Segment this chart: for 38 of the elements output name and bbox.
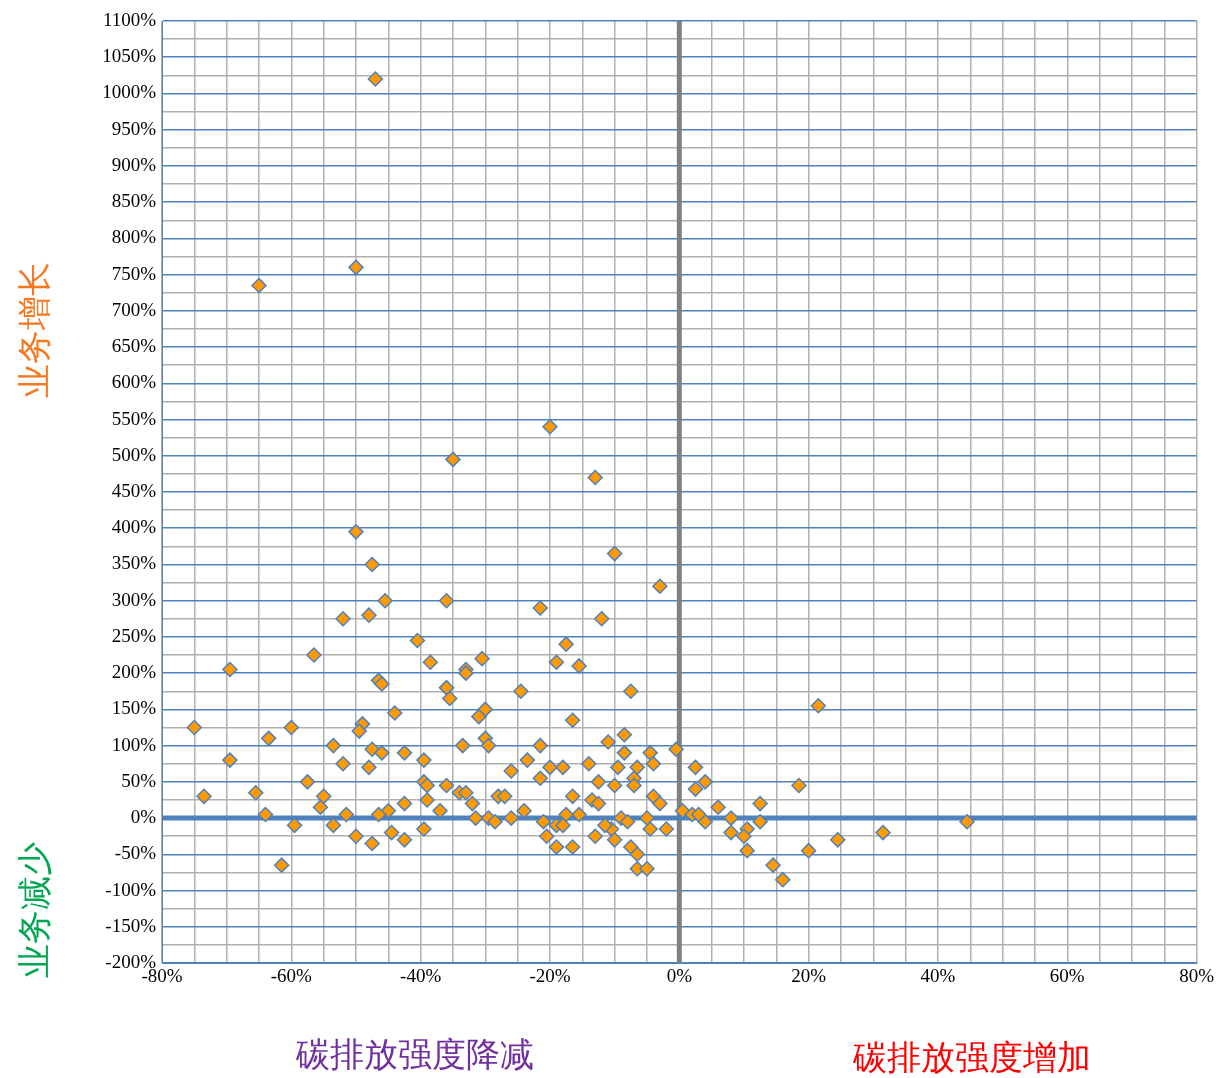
x-tick-label: -20% [529, 965, 571, 987]
y-tick-label: 750% [111, 262, 157, 284]
y-tick-label: 800% [111, 226, 157, 248]
y-tick-label: 350% [111, 552, 157, 574]
x-tick-label: 0% [666, 965, 693, 987]
y-tick-label: 950% [111, 117, 157, 139]
text: 业务增长 [13, 262, 55, 398]
y-tick-label: 850% [111, 190, 157, 212]
y-tick-label: 900% [111, 153, 157, 175]
y-tick-label: 250% [111, 624, 157, 646]
y-tick-label: 550% [111, 407, 157, 429]
y-tick-label: 200% [111, 661, 157, 683]
y-tick-label: 500% [111, 443, 157, 465]
y-tick-label: 0% [130, 806, 157, 828]
text: 业务减少 [13, 842, 55, 978]
y-tick-label: 450% [111, 479, 157, 501]
y-tick-label: 600% [111, 371, 157, 393]
text: 碳排放强度降减 [296, 1033, 534, 1076]
y-tick-label: 700% [111, 298, 157, 320]
y-tick-label: 1050% [102, 45, 157, 67]
y-tick-label: 650% [111, 335, 157, 357]
x-tick-label: 60% [1049, 965, 1085, 987]
y-tick-label: -150% [105, 914, 157, 936]
y-tick-label: 1100% [102, 8, 157, 30]
y-tick-label: 1000% [102, 81, 157, 103]
y-tick-label: -50% [114, 842, 157, 864]
y-tick-label: -100% [105, 878, 157, 900]
x-tick-label: -40% [400, 965, 442, 987]
x-tick-label: -60% [270, 965, 313, 987]
y-tick-label: 400% [111, 516, 157, 538]
y-tick-label: 300% [111, 588, 157, 610]
y-tick-label: 100% [111, 733, 157, 755]
x-tick-label: 20% [791, 965, 827, 987]
x-tick-label: 80% [1179, 965, 1215, 987]
y-tick-label: 50% [121, 769, 157, 791]
text: 碳排放强度增加 [853, 1036, 1091, 1078]
x-tick-label: 40% [920, 965, 956, 987]
y-tick-label: 150% [111, 697, 157, 719]
